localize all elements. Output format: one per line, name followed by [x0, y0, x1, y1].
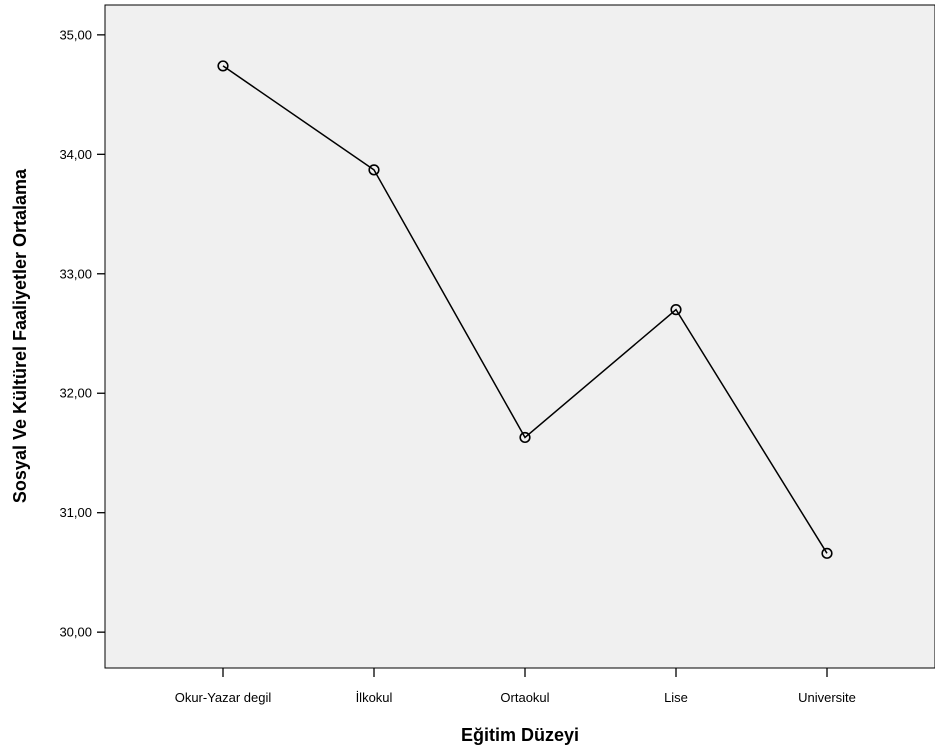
y-tick-label: 34,00	[59, 147, 92, 162]
y-tick-label: 33,00	[59, 266, 92, 281]
data-point	[217, 60, 229, 72]
series-line	[222, 65, 828, 554]
y-tick-label: 31,00	[59, 505, 92, 520]
x-tick-label: Universite	[798, 690, 856, 705]
plot-area	[104, 4, 935, 669]
x-tick-label: Okur-Yazar degil	[175, 690, 272, 705]
x-tick-label: Ortaokul	[500, 690, 549, 705]
x-tick-label: İlkokul	[356, 690, 393, 705]
x-tick-label: Lise	[664, 690, 688, 705]
y-axis-title: Sosyal Ve Kültürel Faaliyetler Ortalama	[10, 168, 30, 503]
data-series	[217, 60, 833, 559]
data-point	[519, 431, 531, 444]
data-point	[670, 304, 682, 316]
y-tick-label: 32,00	[59, 386, 92, 401]
x-axis-title: Eğitim Düzeyi	[461, 725, 579, 745]
y-tick-label: 35,00	[59, 27, 92, 42]
data-point	[368, 164, 380, 176]
x-axis: Okur-Yazar degil İlkokul Ortaokul Lise Unive…	[175, 668, 856, 705]
y-axis: 30,00 31,00 32,00 33,00 34,00 35,00	[59, 27, 105, 640]
y-tick-label: 30,00	[59, 625, 92, 640]
data-point	[821, 547, 833, 559]
